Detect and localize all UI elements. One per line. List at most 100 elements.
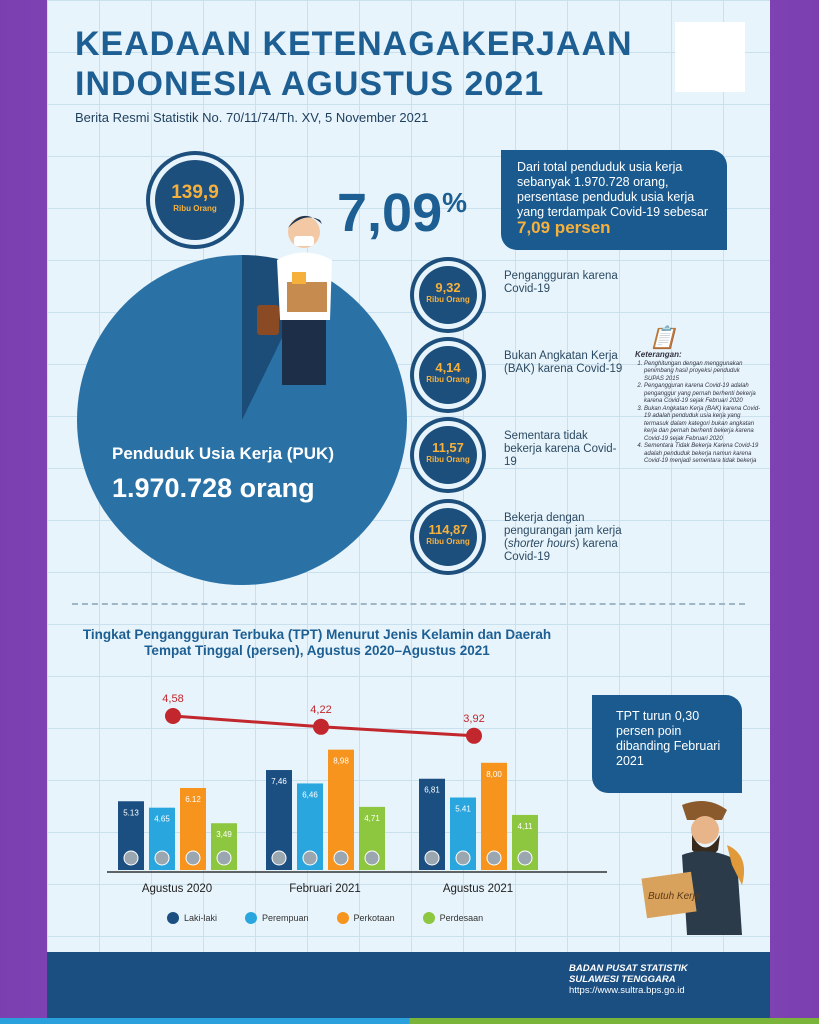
org-url[interactable]: https://www.sultra.bps.go.id [569,985,685,996]
sign-text: Butuh Kerja [648,891,701,902]
tpt-chart: 5.13 4.65 6.12 3,49 Agustus 2020 7,46 6,46 8,98… [107,693,607,895]
title-line-1: KEADAAN KETENAGAKERJAAN [75,25,633,63]
tpt-point [165,708,181,724]
legend-item: Perdesaan [422,912,484,924]
notes: 📋 Keterangan: Penghitungan dengan menggu… [635,325,761,466]
puk-pie [77,255,407,585]
tpt-label: 3,92 [463,713,484,725]
virus-icon: 9,32 Ribu Orang [419,266,477,324]
bps-logo: BADAN PUSAT STATISTIK SULAWESI TENGGARA ht… [569,963,688,996]
component-unit: Ribu Orang [426,295,470,304]
category-label: Agustus 2020 [142,883,212,895]
series-icon [123,850,139,866]
component-label: Sementara tidak bekerja karena Covid-19 [504,430,617,468]
component-unit: Ribu Orang [426,455,470,464]
component-label: Bekerja dengan pengurangan jam kerja (sh… [504,512,624,564]
bar-label: 6.12 [185,795,201,804]
org-name: BADAN PUSAT STATISTIK [569,963,688,974]
category-label: Agustus 2021 [443,883,513,895]
tpt-label: 4,22 [310,704,331,716]
virus-icon: 114,87 Ribu Orang [419,508,477,566]
info-text: Dari total penduduk usia kerja sebanyak … [517,160,709,219]
series-icon [455,850,471,866]
series-icon [364,850,380,866]
series-icon [333,850,349,866]
virus-icon: 11,57 Ribu Orang [419,426,477,484]
tpt-label: 4,58 [162,693,183,705]
puk-value: 1.970.728 orang [112,473,315,503]
component-value: 9,32 [435,280,461,295]
bar-label: 8,98 [333,757,349,766]
legend-label: Perkotaan [353,913,395,923]
bar-label: 6,81 [424,786,440,795]
note-item: Bukan Angkatan Kerja (BAK) karena Covid-… [644,406,761,444]
series-icon [302,850,318,866]
qr-code[interactable] [675,22,745,92]
legend-item: Perkotaan [336,912,395,924]
component-value: 11,57 [432,440,464,455]
percent-value: 7,09 [337,183,443,243]
category-label: Februari 2021 [289,883,361,895]
bar-label: 4.65 [154,815,170,824]
job-seeker-illustration: Butuh Kerja [641,801,745,935]
series-icon [486,850,502,866]
series-icon [271,850,287,866]
legend-icon [422,912,435,924]
legend-label: Perdesaan [439,913,484,923]
bar-label: 4,11 [518,822,534,831]
affected-value: 139,9 [171,182,219,203]
org-region: SULAWESI TENGGARA [569,974,676,985]
label-part: ) karena Covid-19 [504,538,618,563]
legend-icon [167,912,179,924]
affected-unit: Ribu Orang [173,204,217,213]
component-label: Pengangguran karena Covid-19 [504,270,618,295]
chart-title: Tingkat Pengangguran Terbuka (TPT) Menur… [82,627,552,658]
series-icon [154,850,170,866]
series-icon [517,850,533,866]
divider [72,603,745,605]
virus-icon: 4,14 Ribu Orang [419,346,477,404]
label-emphasis: shorter hours [507,538,576,550]
percent-sign: % [442,187,468,218]
page-title: KEADAAN KETENAGAKERJAAN INDONESIA AGUSTUS… [75,24,670,104]
note-item: Pengangguran karena Covid-19 adalah peng… [644,383,761,406]
affected-percent: 7,09% [337,182,467,244]
bar-label: 5.13 [123,808,139,817]
puk-label: Penduduk Usia Kerja (PUK) [112,444,334,463]
legend-icon [245,912,258,924]
title-line-2: INDONESIA AGUSTUS 2021 [75,65,545,103]
series-icon [216,850,232,866]
bar-perkotaan [328,749,354,870]
bar-label: 4,71 [364,814,380,823]
series-icon [185,850,201,866]
bottom-strip [0,1018,819,1024]
virus-icon-affected: 139,9 Ribu Orang [155,160,235,240]
bar-label: 7,46 [271,777,287,786]
footer [47,952,770,1018]
note-item: Penghitungan dengan menggunakan penimban… [644,361,761,384]
bar-label: 6,46 [302,790,318,799]
component-unit: Ribu Orang [426,375,470,384]
bar-label: 5.41 [455,805,471,814]
info-highlight: 7,09 persen [517,218,611,237]
tpt-point [313,718,329,735]
component-label: Bukan Angkatan Kerja (BAK) karena Covid-… [504,350,623,375]
legend-icon [336,912,349,924]
legend-label: Perempuan [262,913,309,923]
clipboard-icon: 📋 [649,325,677,350]
tpt-point [466,727,482,744]
worker-illustration [257,215,332,385]
subtitle: Berita Resmi Statistik No. 70/11/74/Th. … [75,110,429,125]
chart-legend: Laki-laki Perempuan Perkotaan Perdesaan [167,912,483,924]
bar-label: 3,49 [216,830,232,839]
info-box: Dari total penduduk usia kerja sebanyak … [501,150,727,250]
infographic: KEADAAN KETENAGAKERJAAN INDONESIA AGUSTUS… [47,0,770,1018]
notes-title: Keterangan: [635,350,682,359]
label-part: Bekerja dengan pengurangan jam kerja ( [504,512,622,550]
series-icon [424,850,440,866]
note-item: Sementara Tidak Bekerja Karena Covid-19 … [644,443,761,466]
component-unit: Ribu Orang [426,537,470,546]
component-value: 114,87 [428,522,468,537]
bar-label: 8,00 [486,770,502,779]
legend-item: Perempuan [245,912,309,924]
